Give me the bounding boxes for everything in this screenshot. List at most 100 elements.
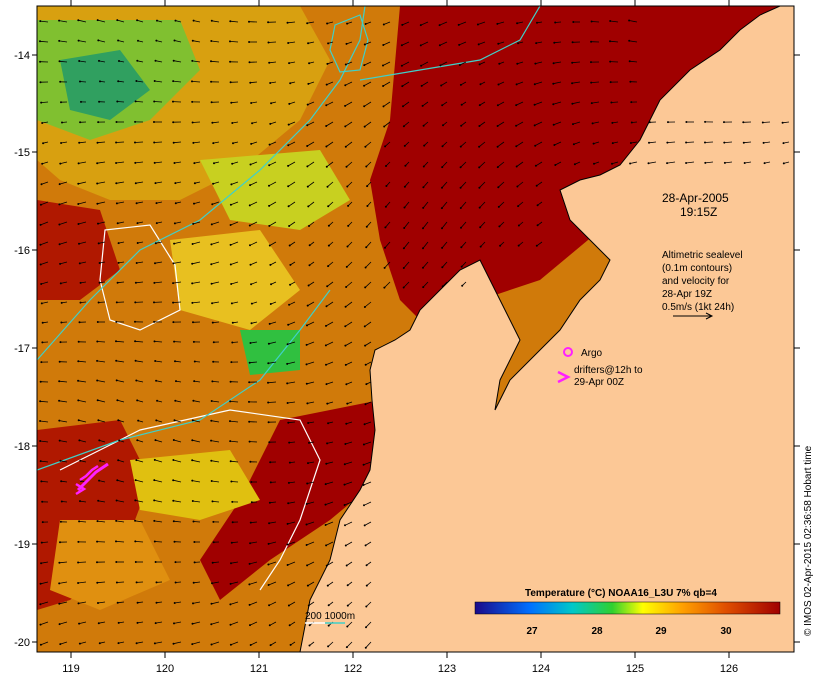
velocity-arrow-head (249, 184, 252, 187)
velocity-arrow-head (365, 564, 368, 567)
velocity-arrow (211, 641, 220, 645)
velocity-arrow-head (153, 458, 156, 461)
velocity-arrow-head (441, 266, 444, 269)
velocity-arrow-head (97, 242, 100, 245)
velocity-arrow (345, 321, 353, 327)
velocity-arrow-head (326, 442, 329, 445)
velocity-arrow-head (117, 642, 120, 645)
velocity-arrow-head (77, 39, 80, 42)
velocity-arrow (230, 581, 239, 585)
velocity-arrow (250, 161, 258, 165)
velocity-arrow-head (136, 601, 139, 604)
velocity-arrow-head (191, 39, 194, 42)
velocity-arrow (516, 101, 524, 106)
lon-tick-label: 121 (250, 663, 268, 675)
velocity-arrow-head (155, 419, 158, 422)
velocity-arrow (211, 40, 220, 43)
velocity-arrow-head (153, 320, 156, 323)
velocity-arrow-head (782, 142, 785, 145)
velocity-arrow-head (325, 125, 328, 127)
velocity-arrow (59, 440, 68, 443)
velocity-arrow-head (116, 399, 119, 402)
velocity-arrow-head (287, 502, 290, 505)
velocity-arrow-head (248, 204, 251, 207)
velocity-arrow (98, 419, 106, 423)
velocity-arrow (269, 521, 277, 524)
velocity-arrow (250, 521, 258, 523)
velocity-arrow-head (78, 622, 81, 625)
velocity-arrow (41, 181, 49, 185)
velocity-arrow (383, 101, 391, 107)
velocity-arrow-head (41, 500, 44, 503)
velocity-arrow-head (96, 162, 99, 165)
velocity-arrow (230, 601, 239, 605)
velocity-arrow-head (344, 145, 347, 148)
velocity-arrow-head (77, 582, 80, 584)
velocity-arrow-head (116, 281, 119, 284)
velocity-arrow-head (325, 383, 328, 386)
lat-tick-label: -15 (14, 147, 30, 159)
velocity-arrow-head (250, 501, 253, 504)
velocity-arrow-head (365, 626, 367, 629)
velocity-arrow-head (211, 121, 214, 124)
velocity-arrow (250, 81, 258, 84)
velocity-arrow-head (77, 419, 80, 422)
bathymetry-1000m-contour (37, 289, 331, 471)
velocity-arrow (307, 401, 315, 404)
velocity-arrow (460, 161, 467, 168)
velocity-arrow (249, 201, 258, 206)
velocity-arrow (154, 281, 163, 284)
velocity-arrow-head (134, 100, 137, 103)
velocity-arrow (41, 561, 49, 564)
velocity-arrow (403, 221, 410, 229)
velocity-arrow-head (97, 121, 100, 124)
velocity-arrow (268, 361, 277, 364)
velocity-arrow (192, 459, 201, 463)
velocity-arrow-head (400, 44, 403, 47)
velocity-arrow-head (135, 581, 138, 584)
velocity-arrow-head (363, 43, 366, 46)
velocity-arrow (287, 181, 296, 187)
velocity-arrow-head (78, 141, 81, 144)
velocity-arrow-head (58, 602, 61, 605)
velocity-arrow (516, 141, 524, 147)
velocity-arrow-head (58, 60, 61, 63)
velocity-arrow (366, 601, 372, 607)
velocity-arrow (135, 520, 144, 523)
lon-tick-label: 123 (438, 663, 456, 675)
velocity-arrow (364, 301, 372, 308)
velocity-arrow-head (41, 162, 44, 165)
velocity-arrow-head (96, 581, 99, 584)
velocity-arrow (479, 181, 486, 188)
warm-water-patch (200, 400, 390, 600)
bathymetry-1000m-contour (329, 14, 369, 73)
velocity-arrow (440, 81, 448, 86)
velocity-arrow-head (326, 62, 329, 65)
velocity-arrow-head (173, 602, 176, 604)
velocity-arrow (192, 40, 201, 43)
velocity-arrow-head (268, 204, 271, 207)
velocity-arrow-head (496, 125, 499, 127)
velocity-arrow (154, 141, 163, 143)
velocity-arrow-head (249, 263, 252, 266)
velocity-arrow-head (346, 22, 349, 25)
velocity-arrow (250, 641, 258, 646)
velocity-arrow (154, 479, 163, 483)
velocity-arrow (249, 621, 258, 626)
velocity-arrow (231, 181, 239, 185)
velocity-arrow-head (385, 165, 387, 167)
altimetry-legend-line: 28-Apr 19Z (662, 289, 712, 300)
velocity-arrow (288, 221, 296, 227)
velocity-arrow (173, 281, 182, 284)
velocity-arrow-head (630, 121, 633, 124)
velocity-arrow-head (136, 439, 139, 442)
velocity-arrow-head (402, 247, 405, 250)
velocity-arrow (192, 601, 201, 604)
velocity-arrow-head (136, 399, 139, 402)
velocity-arrow (42, 161, 49, 165)
velocity-arrow-head (77, 223, 80, 225)
velocity-arrow (135, 500, 144, 503)
velocity-arrow (442, 261, 448, 268)
velocity-arrow-head (403, 206, 406, 209)
velocity-arrow-head (229, 40, 231, 43)
